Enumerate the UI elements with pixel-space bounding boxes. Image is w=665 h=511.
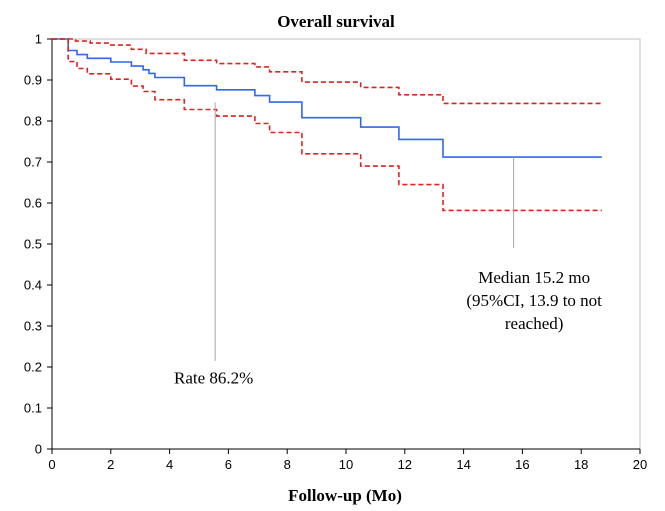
x-tick-label: 14	[456, 457, 470, 472]
upper-ci-curve	[52, 38, 602, 105]
x-tick-label: 20	[633, 457, 647, 472]
lower-ci-curve	[52, 38, 602, 212]
y-tick-label: 0.6	[24, 196, 42, 211]
y-tick-label: 0.3	[24, 319, 42, 334]
y-tick-label: 0.2	[24, 360, 42, 375]
annotation-text: Median 15.2 mo	[478, 268, 590, 287]
y-tick-label: 0.8	[24, 114, 42, 129]
x-tick-label: 0	[48, 457, 55, 472]
plot-frame	[51, 38, 641, 450]
x-axis-label: Follow-up (Mo)	[288, 486, 402, 505]
y-tick-label: 1	[35, 32, 42, 47]
annotation-text: (95%CI, 13.9 to not	[466, 291, 602, 310]
annotations: Rate 86.2% Median 15.2 mo (95%CI, 13.9 to …	[174, 102, 602, 387]
annotation-text: Rate 86.2%	[174, 368, 253, 387]
y-tick-label: 0.1	[24, 401, 42, 416]
survival-curve	[52, 38, 602, 158]
x-tick-label: 18	[574, 457, 588, 472]
y-tick-label: 0	[35, 442, 42, 457]
x-tick-label: 10	[339, 457, 353, 472]
x-tick-label: 8	[284, 457, 291, 472]
annotation-text: reached)	[505, 314, 564, 333]
x-tick-label: 4	[166, 457, 173, 472]
plot-area: 0 2 4 6 8 10 12 14 16 18 20 0 0.1 0.2 0.3 0.4 0.5 0.6 0.7 0…	[24, 32, 647, 473]
y-tick-label: 0.4	[24, 278, 42, 293]
y-tick-label: 0.7	[24, 155, 42, 170]
x-tick-label: 16	[515, 457, 529, 472]
x-tick-label: 6	[225, 457, 232, 472]
chart-title: Overall survival	[277, 12, 395, 31]
y-tick-label: 0.9	[24, 73, 42, 88]
x-tick-label: 2	[107, 457, 114, 472]
y-tick-label: 0.5	[24, 237, 42, 252]
x-tick-label: 12	[398, 457, 412, 472]
